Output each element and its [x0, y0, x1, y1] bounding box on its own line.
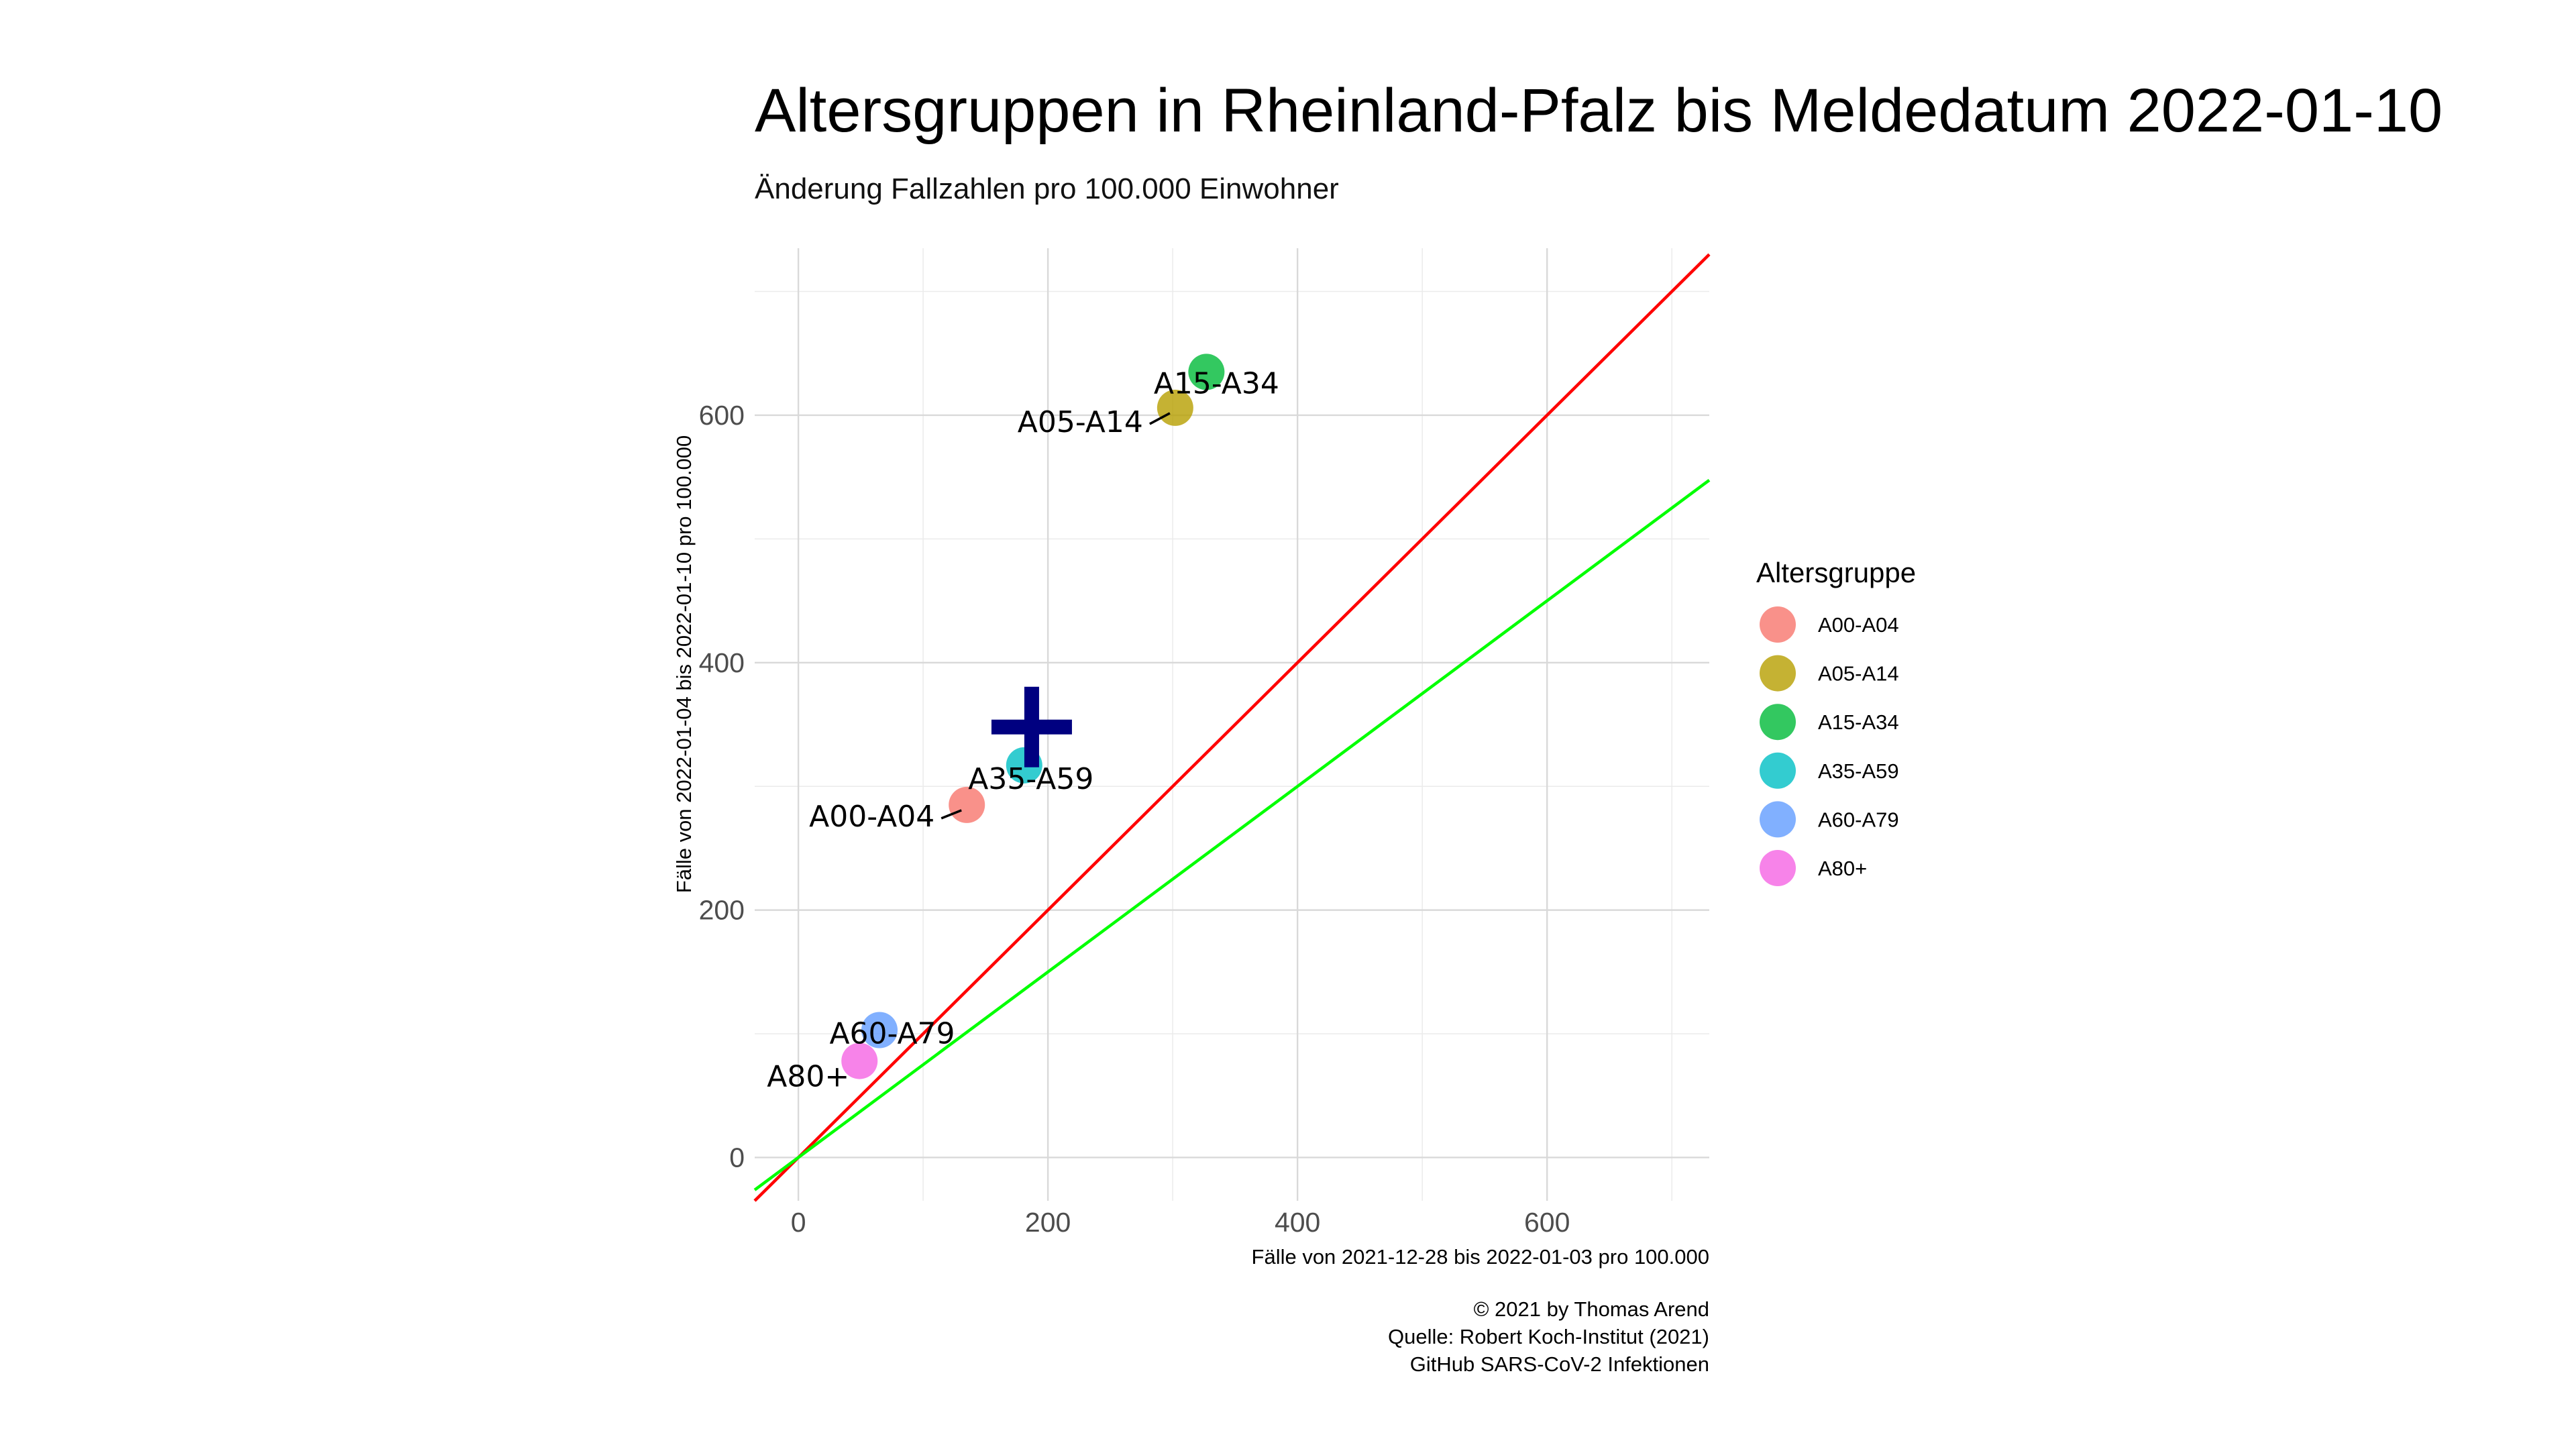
- plot-panel: A00-A04 A05-A14 A15-A34 A35-A59 A60-A79 A80+: [753, 248, 1711, 1202]
- reference-lines: [753, 253, 1711, 1202]
- legend-label: A15-A34: [1818, 710, 1899, 734]
- data-points: [841, 354, 1225, 1079]
- legend-items: A00-A04 A05-A14 A15-A34 A35-A59 A60-A79 A80+: [1760, 606, 1899, 886]
- legend-key: [1760, 655, 1796, 692]
- x-tick-label: 200: [1025, 1207, 1071, 1238]
- legend-key: [1760, 606, 1796, 643]
- label-leader: [1149, 412, 1171, 425]
- y-tick-label: 400: [699, 647, 745, 678]
- point-a15-a34: [1188, 354, 1225, 390]
- legend-label: A00-A04: [1818, 613, 1899, 637]
- point-label: A60-A79: [829, 1017, 955, 1051]
- x-tick-label: 0: [791, 1207, 806, 1238]
- point-a60-a79: [861, 1012, 898, 1049]
- y-tick-label: 0: [729, 1142, 745, 1173]
- legend-key: [1760, 704, 1796, 741]
- point-label: A35-A59: [968, 762, 1093, 796]
- point-a80plus: [841, 1042, 878, 1079]
- chart-title: Altersgruppen in Rheinland-Pfalz bis Mel…: [755, 76, 2443, 145]
- point-label: A05-A14: [1018, 405, 1143, 439]
- x-tick-label: 600: [1524, 1207, 1570, 1238]
- chart-subtitle: Änderung Fallzahlen pro 100.000 Einwohne…: [755, 172, 1339, 205]
- y-axis-ticks: 0 200 400 600: [699, 400, 745, 1173]
- label-leader: [941, 809, 962, 820]
- legend-label: A05-A14: [1818, 662, 1899, 686]
- y-axis-title: Fälle von 2022-01-04 bis 2022-01-10 pro …: [672, 435, 696, 893]
- reference-line-2: [753, 478, 1711, 1191]
- point-a00-a04: [949, 786, 985, 823]
- x-tick-label: 400: [1275, 1207, 1320, 1238]
- legend-key: [1760, 850, 1796, 886]
- y-tick-label: 200: [699, 895, 745, 926]
- legend: Altersgruppe A00-A04 A05-A14 A15-A34 A35-A5…: [1756, 557, 1916, 886]
- reference-line-1: [753, 253, 1711, 1202]
- caption-copyright: © 2021 by Thomas Arend: [1474, 1297, 1709, 1321]
- legend-key: [1760, 801, 1796, 838]
- legend-label: A60-A79: [1818, 808, 1899, 831]
- x-axis-ticks: 0 200 400 600: [791, 1207, 1570, 1238]
- legend-key: [1760, 752, 1796, 789]
- point-label: A15-A34: [1154, 366, 1279, 400]
- legend-label: A80+: [1818, 857, 1867, 880]
- point-a05-a14: [1157, 389, 1193, 426]
- y-tick-label: 600: [699, 400, 745, 431]
- grid-lines: [755, 248, 1709, 1201]
- caption-source: Quelle: Robert Koch-Institut (2021): [1388, 1325, 1709, 1348]
- legend-title: Altersgruppe: [1756, 557, 1916, 588]
- x-axis-title: Fälle von 2021-12-28 bis 2022-01-03 pro …: [1252, 1245, 1709, 1269]
- point-labels: A00-A04 A05-A14 A15-A34 A35-A59 A60-A79 A80+: [767, 366, 1279, 1093]
- caption-github: GitHub SARS-CoV-2 Infektionen: [1410, 1352, 1709, 1376]
- point-label: A00-A04: [809, 800, 934, 834]
- total-marker: [991, 686, 1072, 767]
- legend-label: A35-A59: [1818, 759, 1899, 783]
- point-label: A80+: [767, 1060, 849, 1094]
